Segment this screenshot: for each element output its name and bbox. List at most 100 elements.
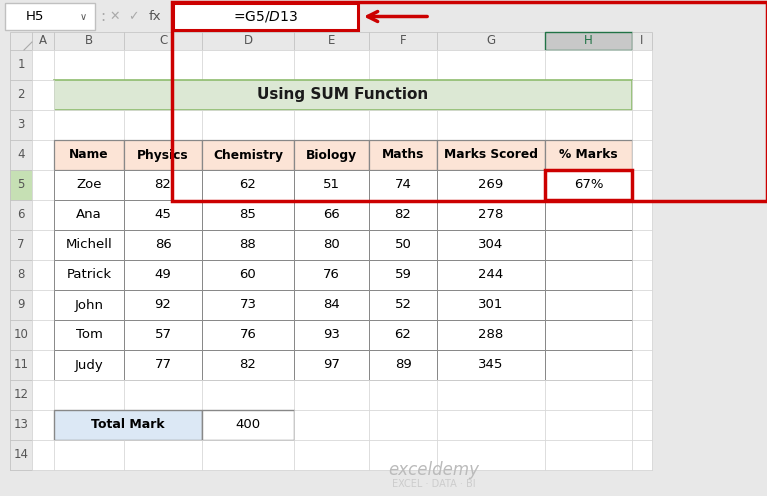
Bar [202,290,294,320]
Bar [632,380,652,410]
Text: Judy: Judy [74,359,104,372]
Bar [545,230,632,260]
Bar [545,110,632,140]
Bar [632,230,652,260]
Bar [54,380,124,410]
Text: 345: 345 [479,359,504,372]
Bar [437,440,545,470]
Bar [294,410,369,440]
Bar [437,110,545,140]
Bar [632,290,652,320]
Bar [5,3,95,30]
Text: H: H [584,35,593,48]
Text: Name: Name [69,148,109,162]
Text: 10: 10 [14,328,28,342]
Bar [10,80,32,110]
Bar [294,110,369,140]
Text: I: I [640,35,644,48]
Text: 76: 76 [323,268,340,282]
Bar [202,350,294,380]
Bar [437,170,545,200]
Text: 82: 82 [239,359,256,372]
Bar [124,230,202,260]
Bar [124,350,202,380]
Bar [632,170,652,200]
Text: Physics: Physics [137,148,189,162]
Text: 3: 3 [18,119,25,131]
Bar [632,80,652,110]
Text: 92: 92 [155,299,172,311]
Bar [437,200,545,230]
Bar [294,440,369,470]
Bar [294,290,369,320]
Text: 51: 51 [323,179,340,191]
Bar [202,32,294,50]
Bar [32,110,54,140]
Bar [545,320,632,350]
Bar [632,140,652,170]
Bar [294,170,369,200]
Bar [10,230,32,260]
Text: 85: 85 [239,208,256,222]
Text: 301: 301 [479,299,504,311]
Bar [632,410,652,440]
Bar [10,260,32,290]
Bar [369,290,437,320]
Bar [202,140,294,170]
Text: A: A [39,35,47,48]
Bar [369,380,437,410]
Bar [369,350,437,380]
Text: 86: 86 [155,239,171,251]
Bar [369,110,437,140]
Text: 13: 13 [14,419,28,432]
Bar [10,200,32,230]
Bar [632,260,652,290]
Bar [632,320,652,350]
Bar [10,32,652,470]
Text: ✓: ✓ [128,10,138,23]
Text: 52: 52 [394,299,412,311]
Bar [32,410,54,440]
Bar [54,410,202,440]
Text: 89: 89 [395,359,411,372]
Text: ∨: ∨ [80,11,87,21]
Bar [32,80,54,110]
Text: 76: 76 [239,328,256,342]
Text: exceldemy: exceldemy [388,461,479,479]
Text: 73: 73 [239,299,256,311]
Bar [32,140,54,170]
Bar [10,32,32,50]
Bar [124,170,202,200]
Bar [369,200,437,230]
Text: 74: 74 [394,179,411,191]
Bar [54,440,124,470]
Bar [54,320,124,350]
Text: 4: 4 [17,148,25,162]
Bar [437,350,545,380]
Bar [10,350,32,380]
Bar [369,170,437,200]
Bar [294,50,369,80]
Bar [202,440,294,470]
Bar [54,350,124,380]
Bar [545,350,632,380]
Bar [54,260,124,290]
Bar [294,140,369,170]
Bar [32,440,54,470]
Text: 304: 304 [479,239,504,251]
Text: B: B [85,35,93,48]
Bar [54,80,632,110]
Bar [437,320,545,350]
Text: Zoe: Zoe [76,179,102,191]
Bar [124,260,202,290]
Bar [437,230,545,260]
Text: 82: 82 [394,208,411,222]
Text: 60: 60 [239,268,256,282]
Bar [54,170,124,200]
Text: 62: 62 [394,328,411,342]
Text: 84: 84 [323,299,340,311]
Text: 7: 7 [17,239,25,251]
Bar [369,230,437,260]
Bar [124,32,202,50]
Bar [10,140,32,170]
